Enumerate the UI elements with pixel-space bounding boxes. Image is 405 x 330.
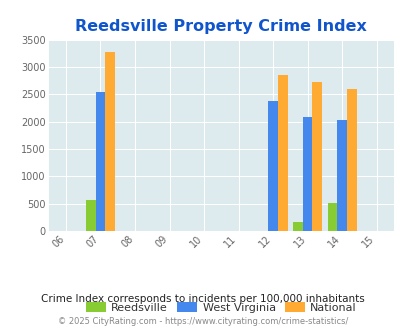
Bar [86, 200, 96, 231]
Bar [105, 52, 115, 231]
Bar [292, 222, 302, 231]
Text: © 2025 CityRating.com - https://www.cityrating.com/crime-statistics/: © 2025 CityRating.com - https://www.city… [58, 317, 347, 326]
Bar [302, 117, 311, 231]
Title: Reedsville Property Crime Index: Reedsville Property Crime Index [75, 19, 366, 34]
Text: Crime Index corresponds to incidents per 100,000 inhabitants: Crime Index corresponds to incidents per… [41, 294, 364, 304]
Bar [346, 89, 356, 231]
Bar [327, 203, 337, 231]
Bar [268, 101, 277, 231]
Bar [311, 82, 321, 231]
Bar [96, 92, 105, 231]
Legend: Reedsville, West Virginia, National: Reedsville, West Virginia, National [81, 298, 360, 317]
Bar [337, 120, 346, 231]
Bar [277, 75, 287, 231]
